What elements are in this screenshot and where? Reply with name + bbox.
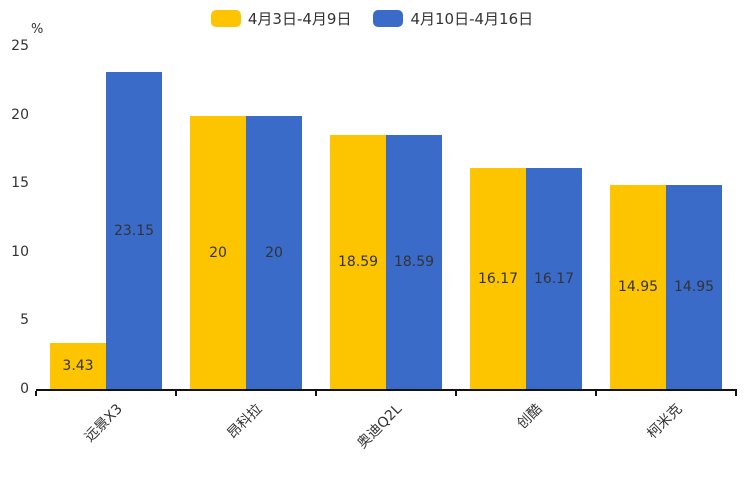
bar-value-label: 18.59 bbox=[393, 254, 435, 271]
y-tick-label: 25 bbox=[11, 38, 29, 54]
x-category-label: 昂科拉 bbox=[224, 401, 266, 443]
plot-area: 3.43 23.15 20 20 18.59 18.59 16.17 16.17 14.95 14… bbox=[36, 47, 736, 390]
legend-swatch-week1 bbox=[210, 10, 241, 27]
bar-value-label: 23.15 bbox=[113, 223, 155, 240]
legend: 4月3日-4月9日 4月10日-4月16日 bbox=[0, 8, 744, 29]
x-axis-tick bbox=[175, 391, 177, 396]
bar-series1[interactable]: 3.43 bbox=[50, 342, 106, 390]
bar-value-label: 20 bbox=[209, 244, 227, 261]
bar-series1[interactable]: 14.95 bbox=[610, 184, 666, 390]
bar-value-label: 14.95 bbox=[617, 279, 659, 296]
legend-label-week2: 4月10日-4月16日 bbox=[410, 10, 534, 28]
x-axis-tick bbox=[35, 391, 37, 396]
bar-value-label: 18.59 bbox=[337, 254, 379, 271]
x-category-label: 远景X3 bbox=[81, 401, 126, 446]
bar-series1[interactable]: 16.17 bbox=[470, 168, 526, 390]
bar-value-label: 16.17 bbox=[477, 271, 519, 288]
bar-series2[interactable]: 14.95 bbox=[666, 184, 722, 390]
bar-series1[interactable]: 18.59 bbox=[330, 134, 386, 390]
legend-item-week2[interactable]: 4月10日-4月16日 bbox=[373, 8, 533, 29]
y-tick-label: 0 bbox=[20, 381, 29, 397]
bar-value-label: 16.17 bbox=[533, 271, 575, 288]
x-axis-line bbox=[36, 389, 737, 391]
bar-series2[interactable]: 16.17 bbox=[526, 168, 582, 390]
x-axis-tick bbox=[455, 391, 457, 396]
y-axis-unit-label: % bbox=[31, 22, 44, 37]
legend-label-week1: 4月3日-4月9日 bbox=[247, 10, 352, 28]
bar-series2[interactable]: 20 bbox=[246, 115, 302, 390]
bar-value-label: 14.95 bbox=[673, 279, 715, 296]
x-axis-tick bbox=[595, 391, 597, 396]
bar-series1[interactable]: 20 bbox=[190, 115, 246, 390]
y-tick-label: 20 bbox=[11, 106, 29, 123]
x-axis-tick bbox=[315, 391, 317, 396]
x-category-label: 柯米克 bbox=[644, 401, 686, 443]
y-tick-label: 15 bbox=[11, 175, 29, 192]
x-category-label: 奥迪Q2L bbox=[354, 401, 406, 452]
bar-value-label: 20 bbox=[265, 244, 283, 261]
bar-value-label: 3.43 bbox=[62, 358, 94, 375]
legend-swatch-week2 bbox=[373, 10, 404, 27]
x-category-label: 创酷 bbox=[514, 401, 546, 433]
legend-item-week1[interactable]: 4月3日-4月9日 bbox=[210, 8, 352, 29]
y-tick-label: 10 bbox=[11, 243, 29, 260]
bar-series2[interactable]: 18.59 bbox=[386, 134, 442, 390]
x-axis-tick bbox=[735, 391, 737, 396]
bar-series2[interactable]: 23.15 bbox=[106, 72, 162, 390]
y-tick-label: 5 bbox=[20, 312, 29, 329]
